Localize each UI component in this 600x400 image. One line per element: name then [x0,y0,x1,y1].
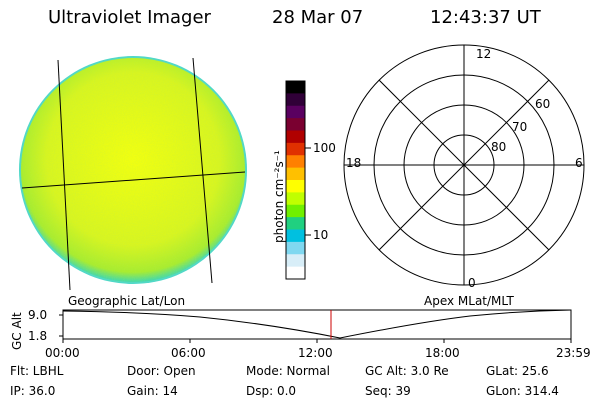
colorbar-segment [286,254,305,268]
longitude-line [192,57,213,284]
mlat-label-80: 80 [491,140,507,154]
gain-info: Gain: 14 [127,384,178,398]
colorbar-segment [286,180,305,193]
colorbar-segment [286,118,305,132]
colorbar [286,81,305,280]
mlat-label-70: 70 [512,120,528,134]
glat-info: GLat: 25.6 [486,364,549,378]
mlt-label-dawn: 6 [575,156,583,170]
colorbar-segment [286,105,305,119]
time-tick-label: 18:00 [425,346,460,360]
altitude-curve [62,309,572,339]
mlat-label-60: 60 [535,97,551,111]
polar-dial [343,44,585,286]
mlt-label-dusk: 18 [346,156,362,170]
colorbar-frame [285,80,306,280]
mlt-label-midnight: 0 [468,276,476,290]
colorbar-segment [286,167,305,181]
geo-panel-caption: Geographic Lat/Lon [68,294,186,308]
colorbar-unit-label: photon cm⁻²s⁻¹ [272,150,286,243]
gc-alt-info: GC Alt: 3.0 Re [365,364,449,378]
colorbar-tick-label: 100 [313,141,336,155]
altitude-axis-label: GC Alt [10,312,24,350]
mode-info: Mode: Normal [246,364,330,378]
dsp-info: Dsp: 0.0 [246,384,297,398]
longitude-line [57,59,71,291]
colorbar-segment [286,217,305,231]
time-tick-label: 06:00 [171,346,206,360]
glon-info: GLon: 314.4 [486,384,559,398]
seq-info: Seq: 39 [365,384,411,398]
time-tick-label: 12:00 [298,346,333,360]
colorbar-tick-label: 10 [313,228,329,242]
altitude-y-tick: 9.0 [28,308,48,322]
colorbar-segment [286,93,305,107]
polar-panel-caption: Apex MLat/MLT [424,294,514,308]
image-date: 28 Mar 07 [272,7,364,28]
colorbar-segment [286,229,305,243]
instrument-title: Ultraviolet Imager [48,7,211,28]
door-info: Door: Open [127,364,196,378]
colorbar-segment [286,130,305,144]
latitude-line [21,171,246,189]
ip-info: IP: 36.0 [10,384,56,398]
colorbar-segment [286,155,305,169]
colorbar-segment [286,241,305,255]
time-tick-label: 00:00 [45,346,80,360]
auroral-image-disk [19,56,247,291]
colorbar-segment [286,204,305,218]
filter-info: Flt: LBHL [10,364,64,378]
colorbar-segment [286,81,305,94]
time-tick-label: 23:59 [556,346,591,360]
image-time: 12:43:37 UT [430,7,541,28]
altitude-plot [59,309,572,343]
altitude-y-tick: 1.8 [28,329,48,343]
colorbar-segment [286,142,305,156]
colorbar-segment [286,266,305,280]
mlt-label-noon: 12 [476,47,492,61]
colorbar-segment [286,192,305,206]
